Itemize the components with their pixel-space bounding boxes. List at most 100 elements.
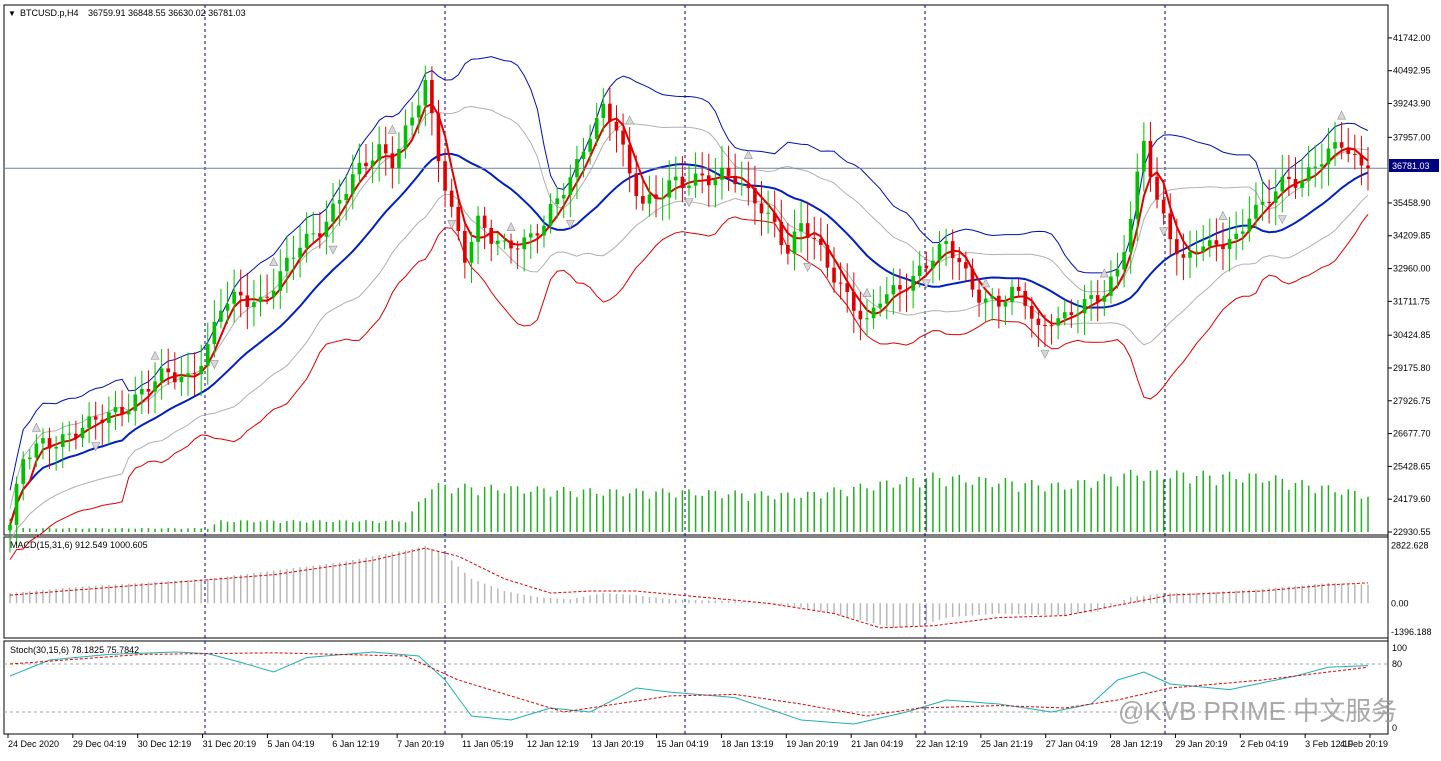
stoch-layer	[4, 651, 1388, 725]
y-tick-label: 29175.80	[1393, 363, 1431, 373]
grid-layer	[204, 5, 1166, 734]
band-outer-upper-line	[9, 56, 1369, 491]
ma-mid-line	[9, 152, 1369, 526]
candle-body	[93, 416, 98, 420]
candle-body	[449, 190, 454, 207]
candle-body	[113, 407, 118, 413]
candle-body	[687, 185, 691, 188]
candle-body	[1306, 167, 1311, 181]
candle-body	[436, 113, 441, 162]
candle-body	[357, 162, 362, 175]
candle-body	[291, 257, 296, 259]
fractal-up-arrow	[506, 221, 516, 231]
candle-body	[304, 233, 309, 248]
candle-body	[80, 427, 85, 439]
candle-body	[917, 265, 922, 277]
candle-body	[614, 121, 619, 131]
candle-body	[1115, 269, 1120, 277]
candle-body	[377, 144, 381, 161]
x-tick-label: 31 Dec 20:19	[203, 739, 257, 749]
candle-body	[1201, 246, 1206, 252]
candle-body	[383, 144, 388, 154]
candle-body	[1161, 199, 1166, 214]
candle-body	[225, 303, 230, 311]
candle-body	[1181, 254, 1186, 258]
candle-body	[1234, 233, 1238, 240]
candle-body	[1076, 313, 1080, 315]
candle-body	[1089, 295, 1093, 299]
fractal-down-arrow	[1159, 227, 1169, 237]
candle-body	[568, 177, 573, 196]
candle-body	[1016, 286, 1021, 291]
candle-body	[140, 388, 144, 395]
candle-body	[1227, 239, 1232, 250]
candle-body	[522, 237, 527, 250]
band-outer-lower-line	[9, 213, 1369, 560]
candle-body	[1293, 178, 1298, 188]
macd-y-tick-label: 0.00	[1391, 598, 1409, 608]
fractal-down-arrow	[91, 442, 101, 452]
candle-body	[812, 238, 817, 240]
candle-body	[337, 200, 342, 204]
x-tick-label: 11 Jan 05:19	[462, 739, 513, 749]
x-tick-label: 3 Feb 12:19	[1305, 739, 1353, 749]
fractal-down-arrow	[447, 220, 457, 230]
candle-body	[238, 291, 243, 296]
x-tick-label: 2 Feb 04:19	[1240, 739, 1288, 749]
candle-body	[1095, 295, 1100, 302]
candle-body	[713, 179, 718, 186]
candle-body	[878, 303, 882, 308]
candle-body	[805, 223, 810, 239]
candle-body	[1313, 166, 1318, 168]
candle-body	[126, 410, 131, 415]
candle-body	[87, 416, 91, 428]
candle-body	[1023, 290, 1028, 306]
candle-body	[654, 194, 658, 199]
candle-body	[937, 243, 942, 261]
macd-layer	[9, 546, 1369, 629]
candle-body	[192, 373, 197, 375]
chart-symbol: BTCUSD.p,H4	[20, 8, 79, 18]
candle-body	[397, 148, 401, 168]
stoch-signal-line	[9, 652, 1369, 717]
candle-body	[561, 195, 566, 199]
y-tick-label: 24179.60	[1393, 494, 1431, 504]
candle-body	[904, 289, 909, 291]
candle-body	[47, 438, 52, 449]
current-price-label: 36781.03	[1392, 161, 1430, 171]
candle-body	[627, 144, 632, 174]
y-tick-label: 37957.00	[1393, 132, 1431, 142]
candle-body	[390, 153, 395, 168]
x-tick-label: 15 Jan 04:19	[657, 739, 709, 749]
x-tick-label: 25 Jan 21:19	[981, 739, 1033, 749]
candle-body	[1260, 201, 1265, 205]
x-tick-label: 12 Jan 12:19	[527, 739, 579, 749]
candle-body	[594, 118, 599, 139]
x-tick-label: 30 Dec 12:19	[138, 739, 192, 749]
candle-body	[172, 372, 177, 383]
candle-body	[469, 241, 474, 263]
stoch-y-tick-label: 0	[1392, 723, 1397, 733]
candle-body	[502, 240, 507, 242]
candle-body	[476, 215, 480, 242]
x-tick-label: 7 Jan 20:19	[397, 739, 444, 749]
candle-body	[753, 188, 757, 204]
candle-body	[1062, 312, 1067, 319]
candle-body	[588, 138, 592, 152]
x-tick-label: 19 Jan 20:19	[786, 739, 838, 749]
candle-body	[232, 291, 236, 304]
candle-body	[278, 271, 283, 291]
chart-menu-arrow[interactable]: ▼	[8, 9, 16, 18]
candle-body	[792, 231, 797, 254]
candle-body	[1109, 276, 1113, 296]
candle-body	[1359, 154, 1364, 166]
candle-body	[1240, 231, 1245, 234]
candle-body	[1353, 153, 1357, 155]
candle-body	[1043, 325, 1047, 327]
candle-body	[324, 221, 329, 237]
x-tick-label: 21 Jan 04:19	[851, 739, 903, 749]
fractal-down-arrow	[684, 198, 694, 208]
y-tick-label: 39243.90	[1393, 99, 1431, 109]
volume-layer	[9, 470, 1369, 532]
